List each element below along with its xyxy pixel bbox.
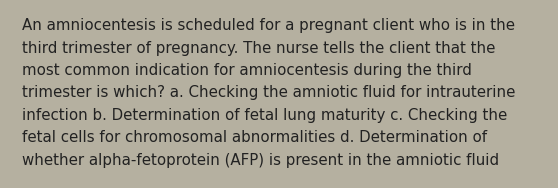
Text: most common indication for amniocentesis during the third: most common indication for amniocentesis… xyxy=(22,63,472,78)
Text: third trimester of pregnancy. The nurse tells the client that the: third trimester of pregnancy. The nurse … xyxy=(22,40,496,55)
Text: trimester is which? a. Checking the amniotic fluid for intrauterine: trimester is which? a. Checking the amni… xyxy=(22,86,516,101)
Text: fetal cells for chromosomal abnormalities d. Determination of: fetal cells for chromosomal abnormalitie… xyxy=(22,130,487,146)
Text: infection b. Determination of fetal lung maturity c. Checking the: infection b. Determination of fetal lung… xyxy=(22,108,507,123)
Text: An amniocentesis is scheduled for a pregnant client who is in the: An amniocentesis is scheduled for a preg… xyxy=(22,18,515,33)
Text: whether alpha-fetoprotein (AFP) is present in the amniotic fluid: whether alpha-fetoprotein (AFP) is prese… xyxy=(22,153,499,168)
